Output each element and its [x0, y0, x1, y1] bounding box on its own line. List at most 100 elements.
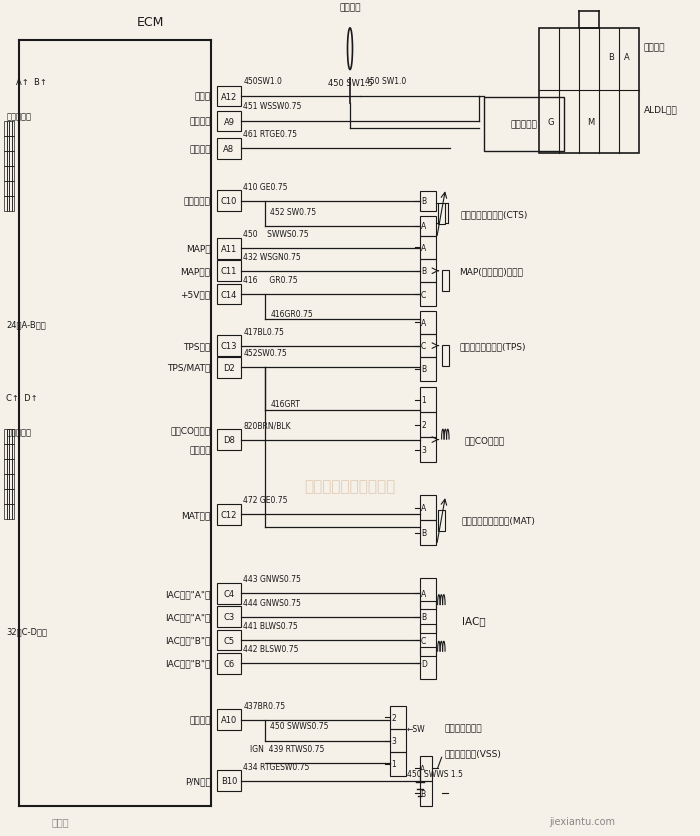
Text: 的车速传感器(VSS): 的车速传感器(VSS): [444, 749, 501, 757]
Bar: [7, 474, 9, 489]
Text: B: B: [421, 528, 426, 538]
Text: ←SW: ←SW: [407, 725, 426, 734]
Bar: [9, 444, 12, 459]
Text: C11: C11: [220, 267, 237, 276]
Text: C13: C13: [220, 342, 237, 350]
Text: 安装在变速箱上: 安装在变速箱上: [444, 724, 482, 733]
Text: MAP地: MAP地: [186, 244, 211, 253]
Text: 450 SWWS0.75: 450 SWWS0.75: [270, 721, 329, 730]
Text: 452 SW0.75: 452 SW0.75: [270, 207, 316, 217]
Bar: [12, 152, 14, 166]
Bar: [4, 444, 7, 459]
Bar: [420, 191, 435, 212]
Bar: [7, 137, 9, 152]
Text: A: A: [421, 319, 426, 328]
Text: 冷却液温度: 冷却液温度: [183, 197, 211, 206]
Bar: [4, 122, 7, 137]
Bar: [216, 284, 242, 305]
Bar: [216, 111, 242, 132]
Bar: [9, 196, 12, 212]
Bar: [9, 459, 12, 474]
Text: 插头后视图: 插头后视图: [6, 427, 32, 436]
Text: 434 RTGESW0.75: 434 RTGESW0.75: [244, 762, 310, 771]
Bar: [539, 29, 639, 154]
Text: B: B: [420, 788, 426, 798]
Bar: [216, 710, 242, 731]
Text: 燃油泵起动: 燃油泵起动: [511, 120, 538, 129]
Text: 461 RTGE0.75: 461 RTGE0.75: [244, 130, 298, 139]
Text: IAC线圈"B"低: IAC线圈"B"低: [165, 659, 211, 668]
Bar: [420, 648, 435, 680]
Text: B: B: [421, 197, 426, 206]
Text: C4: C4: [223, 589, 235, 599]
Bar: [420, 260, 435, 283]
Bar: [7, 181, 9, 196]
Bar: [12, 137, 14, 152]
Bar: [9, 181, 12, 196]
Text: G: G: [548, 118, 554, 127]
Text: C: C: [421, 290, 426, 299]
Text: IGN  439 RTWS0.75: IGN 439 RTWS0.75: [251, 744, 325, 753]
Text: 416GRT: 416GRT: [270, 400, 300, 409]
Bar: [7, 166, 9, 181]
Bar: [216, 87, 242, 107]
Text: MAP信号: MAP信号: [181, 267, 211, 276]
Bar: [9, 429, 12, 444]
Bar: [12, 504, 14, 519]
Text: 怠速CO电位器: 怠速CO电位器: [465, 436, 505, 445]
Text: A10: A10: [221, 716, 237, 725]
Text: 系统地: 系统地: [195, 93, 211, 101]
Text: 820BRN/BLK: 820BRN/BLK: [244, 421, 291, 430]
Text: 串行数据: 串行数据: [189, 145, 211, 154]
Text: 450 SW1.0: 450 SW1.0: [365, 77, 406, 86]
Bar: [7, 444, 9, 459]
Bar: [216, 584, 242, 604]
Text: MAT信号: MAT信号: [181, 510, 211, 519]
Bar: [12, 196, 14, 212]
Text: 417BL0.75: 417BL0.75: [244, 327, 284, 336]
Text: 32脚C-D插头: 32脚C-D插头: [6, 627, 48, 636]
Text: 1: 1: [391, 760, 396, 768]
Text: 3: 3: [391, 737, 396, 745]
Bar: [7, 429, 9, 444]
Text: 杭州将睿科技有限公司: 杭州将睿科技有限公司: [304, 478, 395, 493]
Bar: [216, 430, 242, 451]
Text: 怠速CO电位计: 怠速CO电位计: [170, 426, 211, 435]
Text: IAC线圈"A"低: IAC线圈"A"低: [165, 589, 211, 599]
Text: IAC阀: IAC阀: [461, 615, 485, 625]
Bar: [4, 152, 7, 166]
Text: 节气门位置传感器(TPS): 节气门位置传感器(TPS): [460, 342, 526, 350]
Text: P/N开关: P/N开关: [185, 776, 211, 785]
Text: C12: C12: [220, 510, 237, 519]
Text: C5: C5: [223, 635, 235, 645]
Bar: [4, 459, 7, 474]
Bar: [7, 196, 9, 212]
Text: 416     GR0.75: 416 GR0.75: [244, 276, 298, 285]
Text: D: D: [421, 659, 426, 668]
Text: C↑  D↑: C↑ D↑: [6, 394, 38, 403]
Bar: [9, 137, 12, 152]
Bar: [216, 358, 242, 378]
Bar: [442, 271, 449, 292]
Bar: [216, 238, 242, 259]
Text: 24脚A-B插头: 24脚A-B插头: [6, 319, 46, 329]
Text: A9: A9: [223, 117, 235, 126]
Text: 451 WSSW0.75: 451 WSSW0.75: [244, 102, 302, 111]
Text: TPS信号: TPS信号: [183, 342, 211, 350]
Bar: [390, 752, 406, 776]
Bar: [216, 770, 242, 791]
Text: A: A: [421, 589, 426, 599]
Text: 插头后视图: 插头后视图: [6, 112, 32, 121]
Bar: [216, 630, 242, 650]
Bar: [420, 237, 435, 260]
Text: 450SW1.0: 450SW1.0: [244, 77, 282, 86]
Text: A: A: [421, 222, 426, 231]
Bar: [216, 261, 242, 282]
Text: 444 GNWS0.75: 444 GNWS0.75: [244, 598, 301, 607]
Text: 452SW0.75: 452SW0.75: [244, 349, 287, 358]
Bar: [7, 122, 9, 137]
Bar: [438, 204, 444, 225]
Bar: [420, 413, 435, 437]
Bar: [420, 496, 435, 521]
Bar: [12, 429, 14, 444]
